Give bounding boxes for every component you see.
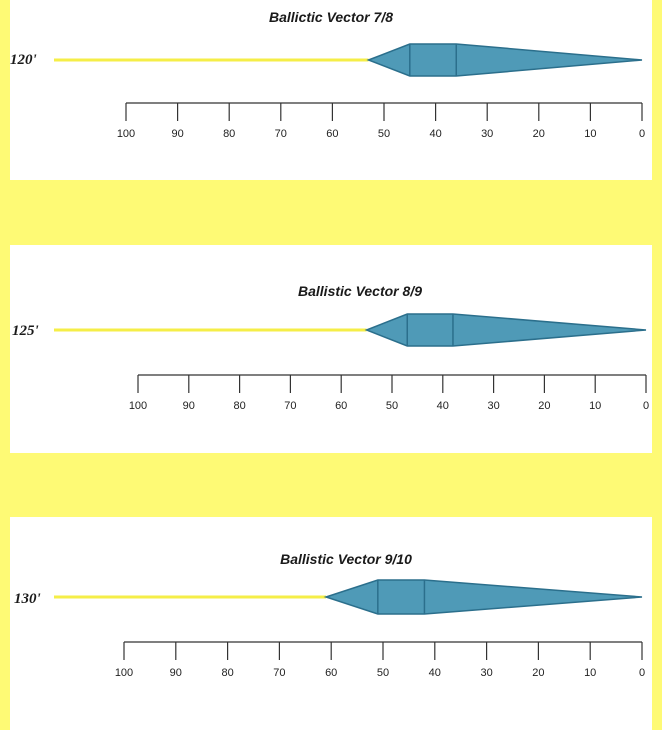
ballistic-shape: [364, 313, 647, 347]
diagram-title: Ballistic Vector 8/9: [298, 283, 422, 299]
tick-label: 90: [170, 667, 182, 679]
tick-label: 90: [171, 128, 183, 140]
diagram-title: Ballictic Vector 7/8: [269, 9, 393, 25]
tick-label: 10: [584, 128, 596, 140]
distance-label: 125': [12, 323, 39, 339]
tick-label: 30: [481, 128, 493, 140]
tick-label: 40: [437, 400, 449, 412]
diagram-panel-2: Ballistic Vector 8/9 125' 100 90 80 70 60 50 4…: [10, 245, 652, 453]
tick-label: 50: [377, 667, 389, 679]
distance-label: 120': [10, 52, 37, 68]
diagram-title: Ballistic Vector 9/10: [280, 551, 412, 567]
tick-label: 70: [275, 128, 287, 140]
tick-label: 100: [129, 400, 147, 412]
diagram-panel-1: Ballictic Vector 7/8 120' 100 90 80 70 60 50 4…: [10, 0, 652, 180]
tick-label: 100: [117, 128, 135, 140]
tick-label: 20: [538, 400, 550, 412]
tick-label: 50: [386, 400, 398, 412]
tick-label: 40: [429, 128, 441, 140]
tick-label: 10: [584, 667, 596, 679]
tick-label: 30: [487, 400, 499, 412]
diagram-svg-2: Ballistic Vector 8/9 125' 100 90 80 70 60 50 4…: [12, 283, 649, 412]
ballistic-shape: [323, 579, 643, 615]
diagram-svg-3: Ballistic Vector 9/10 130' 100 90 80 70 60 50…: [14, 551, 645, 679]
distance-label: 130': [14, 591, 41, 607]
tick-label: 0: [643, 400, 649, 412]
tick-label: 70: [273, 667, 285, 679]
tick-label: 80: [233, 400, 245, 412]
tick-label: 60: [335, 400, 347, 412]
tick-label: 50: [378, 128, 390, 140]
tick-label: 30: [480, 667, 492, 679]
diagram-panel-3: Ballistic Vector 9/10 130' 100 90 80 70 60 50…: [10, 517, 652, 730]
tick-label: 80: [221, 667, 233, 679]
tick-label: 90: [183, 400, 195, 412]
diagram-svg-1: Ballictic Vector 7/8 120' 100 90 80 70 60 50 4…: [10, 9, 645, 140]
tick-label: 0: [639, 128, 645, 140]
tick-label: 40: [429, 667, 441, 679]
tick-label: 70: [284, 400, 296, 412]
axis-ticks: 100 90 80 70 60 50 40 30 20 10 0: [129, 375, 649, 412]
axis-ticks: 100 90 80 70 60 50 40 30 20 10 0: [115, 642, 645, 679]
tick-label: 80: [223, 128, 235, 140]
tick-label: 20: [533, 128, 545, 140]
axis-ticks: 100 90 80 70 60 50 40 30 20 10 0: [117, 103, 645, 140]
tick-label: 20: [532, 667, 544, 679]
tick-label: 0: [639, 667, 645, 679]
tick-label: 10: [589, 400, 601, 412]
tick-label: 60: [325, 667, 337, 679]
tick-label: 60: [326, 128, 338, 140]
tick-label: 100: [115, 667, 133, 679]
